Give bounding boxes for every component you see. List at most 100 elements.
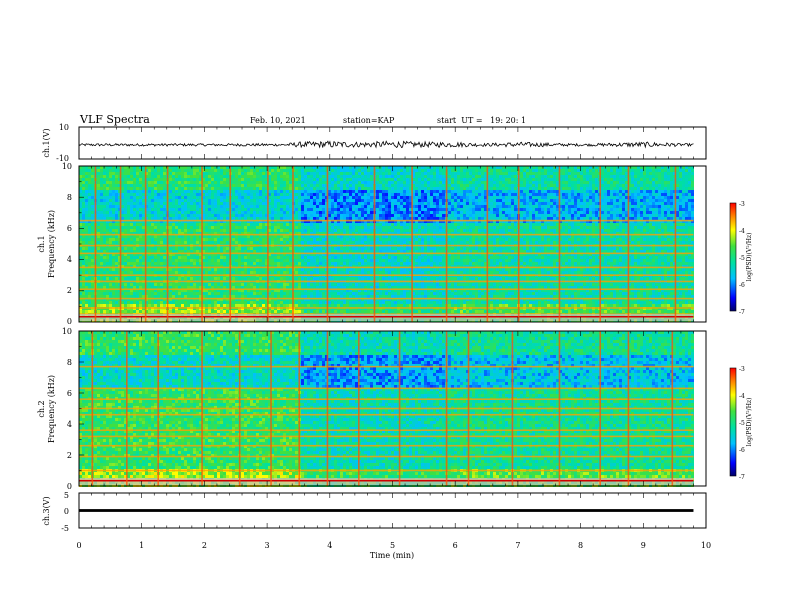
spectrogram-cell [286,289,289,292]
spectrogram-cell [85,193,88,196]
spectrogram-cell [226,199,229,202]
spectrogram-cell [178,268,181,271]
spectrogram-cell [148,214,151,217]
spectrogram-cell [163,187,166,190]
spectrogram-cell [205,178,208,181]
spectrogram-cell [310,283,313,286]
spectrogram-cell [262,289,265,292]
spectrogram-cell [121,193,124,196]
spectrogram-cell [109,292,112,295]
spectrogram-cell [286,175,289,178]
spectrogram-cell [319,175,322,178]
spectrogram-cell [190,238,193,241]
spectrogram-cell [271,277,274,280]
spectrogram-cell [280,310,283,313]
spectrogram-cell [193,265,196,268]
spectrogram-cell [133,214,136,217]
spectrogram-cell [145,202,148,205]
spectrogram-cell [268,241,271,244]
spectrogram-cell [196,295,199,298]
spectrogram-cell [244,262,247,265]
spectrogram-cell [190,202,193,205]
spectrogram-cell [115,175,118,178]
spectrogram-cell [175,208,178,211]
spectrogram-cell [112,199,115,202]
spectrogram-cell [175,238,178,241]
spectrogram-cell [283,205,286,208]
spectrogram-cell [106,298,109,301]
spectrogram-cell [160,304,163,307]
spectrogram-cell [250,232,253,235]
spectrogram-cell [193,220,196,223]
spectrogram-cell [346,253,349,256]
spectrogram-cell [286,262,289,265]
spectrogram-cell [175,247,178,250]
spectrogram-cell [91,190,94,193]
spectrogram-cell [319,172,322,175]
spectrogram-cell [274,169,277,172]
spectrogram-cell [307,178,310,181]
spectrogram-cell [322,166,325,169]
spectrogram-cell [241,283,244,286]
spectrogram-cell [100,199,103,202]
spectrogram-cell [301,202,304,205]
spectrogram-cell [172,277,175,280]
spectrogram-cell [286,310,289,313]
spectrogram-cell [82,175,85,178]
spectrogram-cell [277,265,280,268]
spectrogram-cell [298,172,301,175]
spectrogram-cell [211,259,214,262]
spectrogram-cell [133,304,136,307]
spectrogram-cell [208,241,211,244]
spectrogram-cell [244,175,247,178]
spectrogram-cell [214,277,217,280]
spectrogram-cell [322,259,325,262]
spectrogram-cell [79,166,82,169]
spectrogram-cell [205,226,208,229]
spectrogram-cell [307,229,310,232]
spectrogram-cell [334,211,337,214]
spectrogram-cell [82,283,85,286]
spectrogram-cell [343,178,346,181]
spectrogram-cell [301,247,304,250]
spectrogram-cell [154,232,157,235]
spectrogram-cell [295,235,298,238]
spectrogram-cell [211,220,214,223]
spectrogram-cell [247,286,250,289]
spectrogram-cell [136,220,139,223]
spectrogram-cell [88,181,91,184]
spectrogram-cell [316,262,319,265]
spectrogram-cell [232,202,235,205]
spectrogram-cell [148,250,151,253]
spectrogram-cell [265,223,268,226]
spectrogram-cell [313,208,316,211]
spectrogram-cell [115,226,118,229]
spectrogram-cell [205,166,208,169]
spectrogram-cell [346,232,349,235]
spectrogram-cell [310,175,313,178]
spectrogram-cell [142,196,145,199]
spectrogram-cell [121,256,124,259]
spectrogram-cell [109,211,112,214]
spectrogram-cell [265,235,268,238]
spectrogram-cell [349,271,352,274]
spectrogram-cell [283,166,286,169]
spectrogram-cell [328,175,331,178]
spectrogram-cell [244,277,247,280]
spectrogram-cell [322,256,325,259]
spectrogram-cell [196,298,199,301]
spectrogram-cell [259,235,262,238]
spectrogram-cell [91,235,94,238]
spectrogram-cell [187,247,190,250]
spectrogram-cell [133,271,136,274]
spectrogram-cell [256,181,259,184]
spectrogram-cell [121,190,124,193]
spectrogram-cell [127,277,130,280]
spectrogram-cell [277,238,280,241]
spectrogram-cell [346,292,349,295]
spectrogram-cell [226,259,229,262]
spectrogram-cell [211,283,214,286]
spectrogram-cell [133,247,136,250]
spectrogram-cell [127,202,130,205]
spectrogram-cell [223,223,226,226]
